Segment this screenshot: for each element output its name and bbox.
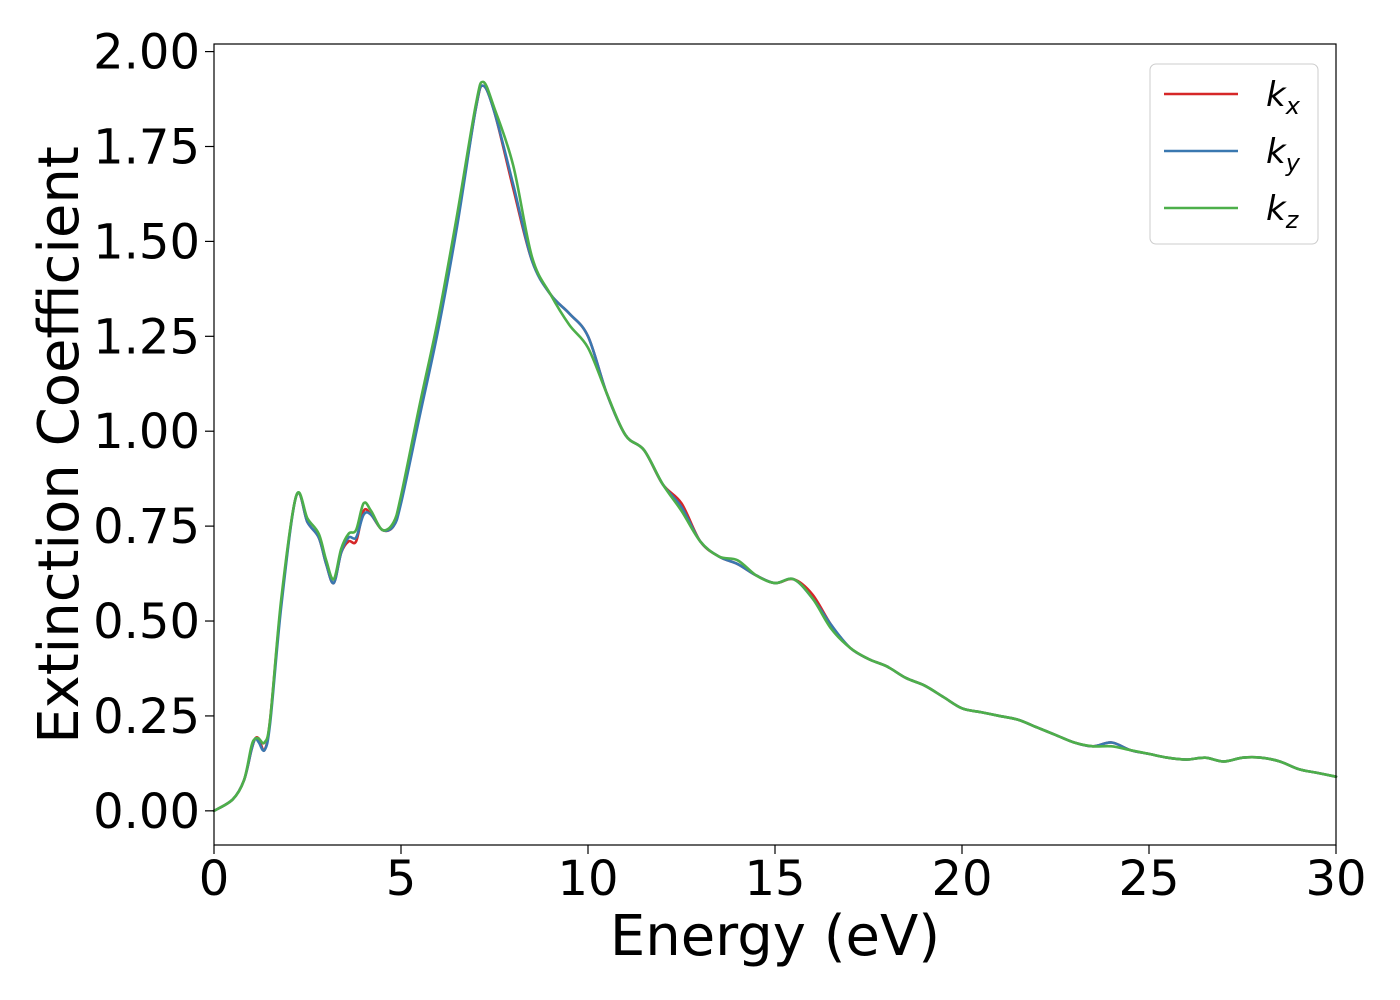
- x-tick-label: 0: [199, 851, 230, 907]
- x-tick-label: 15: [744, 851, 805, 907]
- y-tick-label: 2.00: [93, 25, 200, 81]
- x-tick-label: 5: [386, 851, 417, 907]
- x-axis-label: Energy (eV): [610, 904, 940, 969]
- y-axis-ticks: 0.00 0.25 0.50 0.75 1.00 1.25 1.50 1.75 2.00: [93, 25, 214, 840]
- y-tick-label: 1.50: [93, 214, 200, 270]
- x-tick-label: 30: [1305, 851, 1366, 907]
- series-layer: [212, 80, 1338, 813]
- y-tick-label: 0.75: [93, 499, 200, 555]
- legend-label-kz: kz: [1266, 189, 1300, 234]
- legend-label-ky: ky: [1266, 132, 1301, 177]
- y-tick-label: 0.25: [93, 689, 200, 745]
- legend: kx ky kz: [1149, 63, 1319, 245]
- x-axis-ticks: 0 5 10 15 20 25 30: [199, 845, 1367, 907]
- y-axis-label: Extinction Coefficient: [27, 146, 92, 744]
- y-tick-label: 1.00: [93, 404, 200, 460]
- y-tick-label: 1.75: [93, 119, 200, 175]
- y-tick-label: 1.25: [93, 309, 200, 365]
- y-tick-label: 0.00: [93, 784, 200, 840]
- y-tick-label: 0.50: [93, 594, 200, 650]
- legend-box: [1149, 63, 1319, 245]
- x-tick-label: 25: [1118, 851, 1179, 907]
- legend-label-kx: kx: [1266, 75, 1301, 120]
- series-line-kz: [212, 80, 1338, 813]
- x-tick-label: 10: [557, 851, 618, 907]
- x-tick-label: 20: [931, 851, 992, 907]
